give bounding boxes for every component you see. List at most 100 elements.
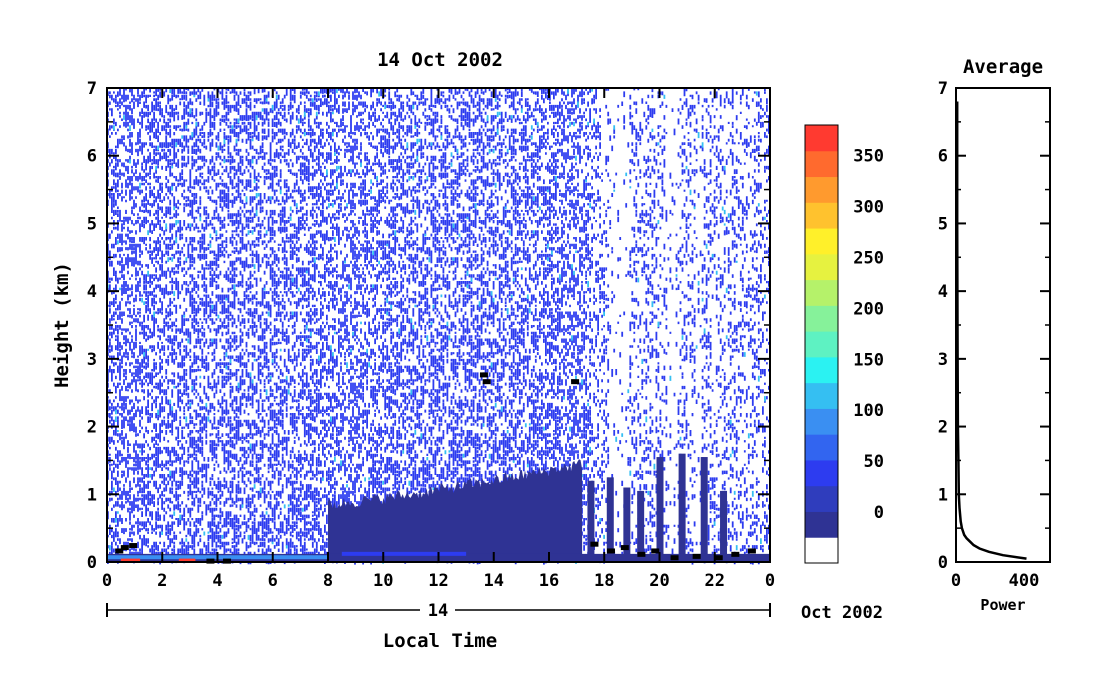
column-spike (656, 457, 664, 562)
colorbar-swatch (805, 176, 838, 203)
echo-mark (692, 553, 701, 559)
height-time-heatmap: 14 Oct 2002 0 2 4 6 8 10 12 14 16 18 20 22 0 0123456… (51, 49, 883, 652)
average-y-tick-label: 2 (938, 418, 948, 438)
colorbar-swatch (805, 434, 838, 461)
echo-mark (620, 545, 629, 551)
colorbar-swatch (805, 331, 838, 358)
colorbar-frame (804, 124, 839, 564)
colorbar-swatch (805, 537, 838, 564)
column-spike (637, 490, 645, 562)
column-spike (587, 480, 595, 562)
echo-mark (731, 551, 740, 557)
colorbar-tick-label: 100 (853, 401, 884, 421)
average-title: Average (963, 56, 1043, 78)
ground-band-peak (178, 558, 196, 562)
x-axis-label: Local Time (383, 630, 497, 652)
y-tick-label: 2 (87, 418, 97, 438)
colorbar-tick-label: 150 (853, 350, 884, 370)
colorbar-tick-label: 350 (853, 147, 884, 167)
x-tick-label: 20 (649, 571, 669, 591)
y-tick-label: 7 (87, 79, 97, 99)
colorbar-swatch (805, 356, 838, 384)
y-tick-label: 0 (87, 553, 97, 573)
echo-mark (482, 379, 491, 385)
y-tick-label: 5 (87, 214, 97, 234)
noise-cells (107, 88, 770, 565)
average-y-tick-label: 0 (938, 553, 948, 573)
column-spike (623, 487, 631, 562)
colorbar-swatch (805, 485, 838, 512)
x-tick-label: 14 (484, 571, 504, 591)
x-tick-label: 0 (765, 571, 775, 591)
day-label: 14 (428, 601, 448, 621)
colorbar-swatch (805, 459, 838, 487)
x-axis: 0 2 4 6 8 10 12 14 16 18 20 22 0 (102, 88, 775, 591)
colorbar-tick-label: 250 (853, 248, 884, 268)
y-tick-label: 4 (87, 282, 97, 302)
echo-mark (129, 543, 138, 549)
average-y-tick-label: 5 (938, 214, 948, 234)
colorbar-swatch (805, 305, 838, 332)
average-y-axis: 0 1 2 3 4 5 6 7 (938, 79, 1050, 573)
echo-mark (120, 545, 129, 551)
x-tick-label: 10 (373, 571, 393, 591)
x-tick-label: 8 (323, 571, 333, 591)
echo-mark (115, 548, 124, 554)
echo-mark (571, 379, 580, 385)
day-axis: 14 (106, 601, 771, 621)
x-tick-label: 4 (212, 571, 222, 591)
column-spike (720, 490, 728, 562)
colorbar-swatch (805, 382, 838, 409)
average-y-tick-label: 1 (938, 485, 948, 505)
colorbar-swatch (805, 253, 838, 281)
average-x-tick-label: 400 (1009, 571, 1040, 591)
echo-mark (714, 555, 723, 561)
colorbar-swatch (805, 408, 838, 435)
colorbar-tick-label: 200 (853, 299, 884, 319)
echo-mark (607, 548, 616, 554)
average-x-axis: 0 400 (951, 552, 1051, 591)
average-profile-chart: Average 0 1 2 3 4 5 6 7 0 400 Power (938, 56, 1051, 614)
average-y-tick-label: 3 (938, 350, 948, 370)
boundary-layer (328, 459, 583, 562)
colorbar-swatches (804, 124, 839, 564)
colorbar-swatch (805, 279, 838, 306)
colorbar-swatch (805, 511, 838, 538)
ground-band-highlight (341, 551, 467, 556)
average-y-tick-label: 7 (938, 79, 948, 99)
colorbar-swatch (805, 125, 838, 152)
average-plot-frame (955, 87, 1051, 563)
average-profile-line (955, 101, 1027, 560)
colorbar-tick-label: 0 (874, 503, 884, 523)
colorbar: 0 50 100 150 200 250 300 350 (804, 124, 884, 564)
echo-mark (670, 555, 679, 561)
x-tick-label: 0 (102, 571, 112, 591)
y-axis: 0 1 2 3 4 5 6 7 (87, 79, 770, 573)
chart-title: 14 Oct 2002 (377, 49, 503, 71)
ground-band-peak (120, 558, 141, 562)
colorbar-swatch (805, 228, 838, 255)
column-spike (700, 457, 708, 562)
average-y-tick-label: 4 (938, 282, 948, 302)
column-spike (606, 477, 614, 562)
echo-mark (479, 372, 488, 378)
x-tick-label: 6 (268, 571, 278, 591)
colorbar-ticks: 0 50 100 150 200 250 300 350 (853, 147, 884, 524)
y-tick-label: 1 (87, 485, 97, 505)
date-label: Oct 2002 (801, 603, 883, 623)
echo-mark (637, 551, 646, 557)
average-x-label: Power (980, 596, 1025, 614)
echo-mark (747, 548, 756, 554)
echo-mark (651, 548, 660, 554)
heatmap-cells (107, 88, 770, 565)
colorbar-swatch (805, 202, 838, 229)
y-axis-label: Height (km) (51, 262, 73, 388)
x-tick-label: 2 (157, 571, 167, 591)
colorbar-tick-label: 50 (864, 452, 884, 472)
colorbar-tick-label: 300 (853, 197, 884, 217)
y-tick-label: 3 (87, 350, 97, 370)
y-tick-label: 6 (87, 147, 97, 167)
average-y-tick-label: 6 (938, 147, 948, 167)
x-tick-label: 22 (705, 571, 725, 591)
